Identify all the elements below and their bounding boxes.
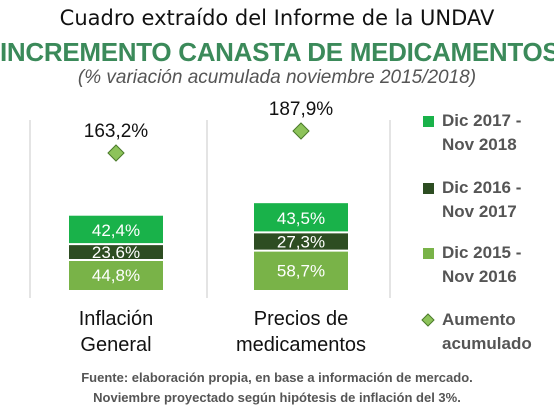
category-label: General [80,334,151,356]
data-label-dic2017: 42,4% [92,221,140,240]
category-label: Inflación [79,308,154,330]
bar-segment-dic2015 [254,250,348,290]
legend-swatch-dic2015 [423,248,434,259]
data-label-dic2016: 23,6% [92,243,140,262]
bar-segment-dic2016 [69,244,163,260]
bar-segment-dic2016 [254,232,348,251]
legend-swatch-dic2016 [423,183,434,194]
cumulative-diamond [107,144,125,162]
data-label-dic2016: 27,3% [277,232,325,251]
source-line-1: Fuente: elaboración propia, en base a in… [81,370,473,385]
chart-title: INCREMENTO CANASTA DE MEDICAMENTOS [0,37,554,67]
legend-label-dic2016: Nov 2017 [442,202,517,221]
cumulative-label: 187,9% [269,99,334,120]
legend-label-dic2015: Nov 2016 [442,267,517,286]
data-label-dic2015: 58,7% [277,261,325,280]
chart-subtitle: (% variación acumulada noviembre 2015/20… [77,67,477,88]
legend-label-cumulative: acumulado [442,334,532,353]
data-label-dic2015: 44,8% [92,266,140,285]
category-label: Precios de [254,308,349,330]
cumulative-label: 163,2% [84,121,149,142]
legend-label-dic2017: Nov 2018 [442,135,517,154]
bar-segment-dic2017 [254,203,348,233]
bar-segment-dic2015 [69,259,163,290]
cumulative-diamond [292,122,310,140]
legend-swatch-cumulative [421,313,435,327]
legend-label-dic2016: Dic 2016 - [442,178,521,197]
bar-segment-dic2017 [69,215,163,245]
source-line-2: Noviembre proyectado según hipótesis de … [93,390,461,405]
legend-label-dic2017: Dic 2017 - [442,111,521,130]
header-source-note: Cuadro extraído del Informe de la UNDAV [59,6,495,30]
data-label-dic2017: 43,5% [277,209,325,228]
legend-label-dic2015: Dic 2015 - [442,243,521,262]
legend-label-cumulative: Aumento [442,310,516,329]
legend-swatch-dic2017 [423,116,434,127]
category-label: medicamentos [236,334,366,356]
